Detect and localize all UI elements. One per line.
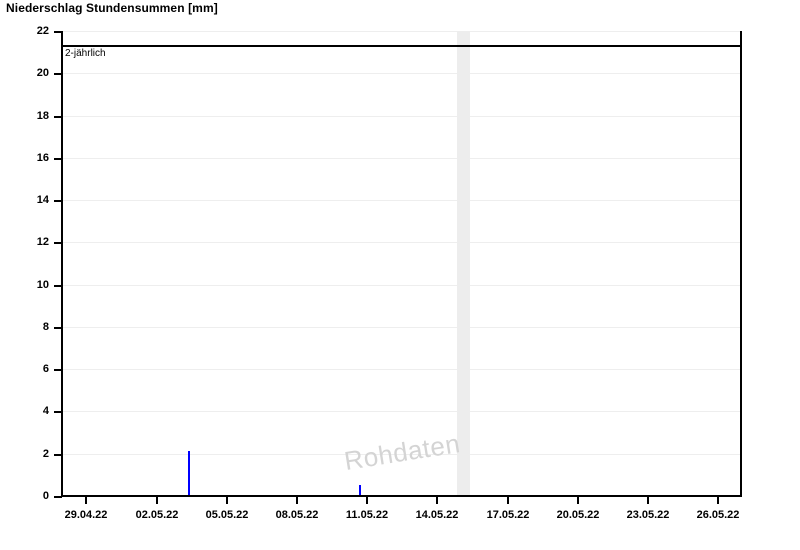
chart-title: Niederschlag Stundensummen [mm] [6, 1, 218, 15]
x-axis-label: 11.05.22 [345, 509, 389, 521]
gridline-horizontal [62, 327, 741, 328]
gridline-horizontal [62, 200, 741, 201]
x-axis-tick [226, 497, 228, 504]
highlight-band [457, 31, 470, 496]
gridline-horizontal [62, 285, 741, 286]
watermark-rohdaten: Rohdaten [342, 428, 463, 477]
x-axis-label: 23.05.22 [626, 509, 670, 521]
y-axis-label: 22 [36, 25, 49, 37]
y-axis-tick [54, 116, 62, 118]
gridline-horizontal [62, 73, 741, 74]
y-axis-label: 2 [42, 448, 49, 460]
x-axis-tick [296, 497, 298, 504]
y-axis-tick [54, 200, 62, 202]
y-axis-tick [54, 158, 62, 160]
x-axis-label: 08.05.22 [275, 509, 319, 521]
y-axis-label: 12 [36, 236, 49, 248]
y-axis-label: 14 [36, 194, 49, 206]
y-axis-tick [54, 242, 62, 244]
y-axis-tick [54, 411, 62, 413]
x-axis-tick [717, 497, 719, 504]
y-axis-line [61, 31, 63, 497]
x-axis-label: 14.05.22 [415, 509, 459, 521]
gridline-horizontal [62, 31, 741, 32]
gridline-horizontal [62, 116, 741, 117]
x-axis-label: 17.05.22 [486, 509, 530, 521]
y-axis-label: 16 [36, 152, 49, 164]
x-axis-line [61, 495, 742, 497]
y-axis-tick [54, 285, 62, 287]
data-bar [359, 485, 361, 496]
y-axis-label: 20 [36, 67, 49, 79]
y-axis-label: 6 [42, 363, 49, 375]
gridline-horizontal [62, 158, 741, 159]
y-axis-tick [54, 327, 62, 329]
y-axis-tick [54, 496, 62, 498]
y-axis-tick [54, 31, 62, 33]
y-axis-label: 10 [36, 279, 49, 291]
x-axis-tick [507, 497, 509, 504]
gridline-horizontal [62, 242, 741, 243]
x-axis-label: 20.05.22 [556, 509, 600, 521]
threshold-line [62, 45, 741, 47]
y-axis-label: 18 [36, 110, 49, 122]
y-axis-label: 4 [42, 405, 49, 417]
x-axis-tick [577, 497, 579, 504]
x-axis-label: 26.05.22 [696, 509, 740, 521]
y-axis-label: 8 [42, 321, 49, 333]
plot-right-border [740, 31, 742, 497]
data-bar [188, 451, 190, 496]
x-axis-tick [366, 497, 368, 504]
plot-area: 2-jährlich Rohdaten [62, 31, 741, 496]
threshold-label: 2-jährlich [65, 48, 106, 59]
y-axis-tick [54, 369, 62, 371]
y-axis-tick [54, 73, 62, 75]
x-axis-tick [436, 497, 438, 504]
gridline-horizontal [62, 369, 741, 370]
gridline-horizontal [62, 454, 741, 455]
x-axis-label: 05.05.22 [205, 509, 249, 521]
x-axis-tick [647, 497, 649, 504]
y-axis-tick [54, 454, 62, 456]
x-axis-label: 29.04.22 [64, 509, 108, 521]
x-axis-label: 02.05.22 [135, 509, 179, 521]
x-axis-tick [156, 497, 158, 504]
gridline-horizontal [62, 411, 741, 412]
y-axis-label: 0 [42, 490, 49, 502]
x-axis-tick [85, 497, 87, 504]
